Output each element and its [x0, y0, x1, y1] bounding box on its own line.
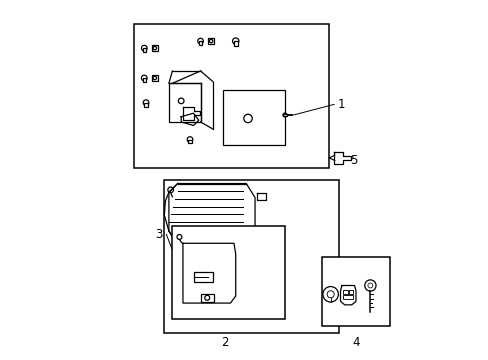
- Bar: [144, 103, 147, 107]
- Text: 2: 2: [221, 336, 228, 349]
- Text: 4: 4: [351, 336, 359, 349]
- Bar: [142, 78, 145, 82]
- Bar: [321, 257, 389, 326]
- Bar: [233, 41, 237, 45]
- Bar: [152, 75, 157, 81]
- Text: 1: 1: [337, 98, 345, 111]
- Bar: [348, 290, 352, 294]
- Bar: [163, 180, 339, 333]
- Bar: [223, 90, 285, 145]
- Bar: [133, 23, 328, 168]
- Bar: [343, 290, 347, 294]
- Bar: [172, 226, 285, 319]
- Bar: [200, 294, 213, 302]
- Bar: [208, 38, 213, 44]
- Bar: [199, 41, 202, 45]
- Bar: [343, 295, 352, 298]
- Text: 3: 3: [155, 228, 163, 241]
- Text: 5: 5: [349, 154, 357, 167]
- Bar: [283, 114, 286, 116]
- Bar: [152, 45, 157, 51]
- Bar: [142, 48, 145, 52]
- Bar: [188, 140, 191, 144]
- Bar: [193, 272, 212, 282]
- FancyBboxPatch shape: [168, 83, 200, 122]
